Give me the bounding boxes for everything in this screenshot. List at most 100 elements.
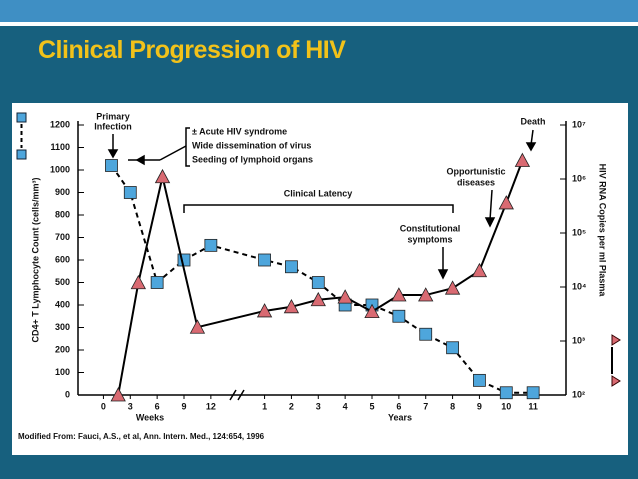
x-axis-label: Years	[388, 412, 412, 422]
triangle-marker	[444, 280, 461, 295]
triangle-marker	[337, 289, 353, 304]
arrows	[107, 127, 537, 280]
annotation: diseases	[457, 177, 495, 187]
x-tick-label: 12	[206, 401, 216, 411]
x-tick-label: 5	[369, 401, 374, 411]
y-tick-label: 800	[55, 209, 70, 219]
triangle-marker	[498, 195, 514, 210]
y2-tick-label: 10⁷	[572, 119, 586, 129]
y-tick-label: 400	[55, 299, 70, 309]
triangle-marker	[110, 387, 126, 402]
x-tick-label: 8	[450, 401, 455, 411]
annotation: symptoms	[407, 234, 452, 244]
y2-tick-label: 10⁶	[572, 173, 586, 183]
y2-tick-label: 10⁵	[572, 227, 586, 237]
annotation: Death	[520, 116, 545, 126]
triangle-marker	[154, 168, 171, 184]
square-marker	[150, 276, 164, 289]
triangle-marker	[256, 303, 273, 318]
triangle-marker	[418, 287, 434, 302]
y-tick-label: 300	[55, 322, 70, 332]
square-marker	[123, 186, 137, 199]
y-axis-label: CD4+ T Lymphocyte Count (cells/mm³)	[30, 178, 40, 343]
triangle-marker	[391, 287, 407, 302]
triangle-marker	[471, 262, 488, 278]
annotation: Primary	[96, 111, 130, 121]
legend-square	[16, 149, 27, 160]
bracket	[183, 204, 454, 213]
square-marker	[526, 386, 540, 400]
source-note: Modified From: Fauci, A.S., et al, Ann. …	[18, 432, 265, 441]
x-tick-label: 9	[477, 401, 482, 411]
arrowhead	[135, 154, 145, 166]
x-tick-label: 3	[316, 401, 321, 411]
triangle-marker	[130, 274, 147, 290]
triangle-marker	[514, 152, 531, 167]
x-tick-label: 11	[528, 401, 538, 411]
y-tick-label: 900	[55, 187, 70, 197]
annotation: Wide dissemination of virus	[192, 140, 311, 150]
arrowhead	[525, 142, 537, 152]
square-marker	[105, 159, 118, 172]
arrow	[159, 145, 187, 161]
annotation: Seeding of lymphoid organs	[192, 154, 313, 164]
y2-tick-label: 10²	[572, 389, 585, 399]
slide-title: Clinical Progression of HIV	[38, 36, 346, 64]
square-marker	[473, 373, 486, 387]
annotation: ± Acute HIV syndrome	[192, 126, 287, 136]
annotation: Opportunistic	[447, 166, 506, 176]
y-tick-label: 600	[55, 254, 70, 264]
top-bar	[0, 0, 638, 26]
square-marker	[499, 386, 513, 400]
x-tick-label: 7	[423, 401, 428, 411]
x-tick-label: 6	[396, 401, 401, 411]
y-tick-label: 1000	[50, 164, 70, 174]
y2-tick-label: 10³	[572, 335, 585, 345]
triangle-marker	[310, 291, 326, 307]
square-marker	[446, 341, 459, 355]
chart: 0100200300400500600700800900100011001200…	[16, 111, 621, 441]
arrowhead	[484, 217, 496, 228]
x-tick-label: 1	[262, 401, 267, 411]
y2-tick-label: 10⁴	[572, 281, 586, 291]
x-tick-label: 10	[501, 401, 511, 411]
x-tick-label: 3	[128, 401, 133, 411]
square-marker	[258, 253, 271, 267]
legend-square	[16, 112, 27, 123]
x-axis-label: Weeks	[136, 412, 164, 422]
x-tick-label: 0	[101, 401, 106, 411]
square-marker	[392, 309, 406, 323]
y-tick-label: 500	[55, 277, 70, 287]
annotation: Clinical Latency	[284, 188, 353, 198]
square-marker	[204, 238, 218, 252]
y2-axis-label: HIV RNA Copies per ml Plasma	[598, 164, 608, 298]
arrowhead	[437, 269, 449, 280]
chart-panel: 0 100 200 300 400 500 600 700 800 900 1000 1100 1200…	[12, 103, 628, 455]
legend-triangle	[611, 375, 621, 387]
series-line	[110, 164, 534, 394]
legend	[16, 112, 621, 387]
annotation: Infection	[94, 121, 132, 131]
square-marker	[419, 327, 433, 341]
x-tick-label: 6	[155, 401, 160, 411]
square-marker	[311, 276, 325, 289]
triangle-marker	[189, 319, 206, 334]
x-tick-label: 9	[181, 401, 186, 411]
y-tick-label: 0	[65, 389, 70, 399]
annotation: Constitutional	[400, 223, 461, 233]
triangle-marker	[364, 303, 380, 319]
x-tick-label: 4	[343, 401, 348, 411]
y-tick-label: 1200	[50, 119, 70, 129]
legend-triangle	[611, 334, 621, 346]
x-tick-label: 2	[289, 401, 294, 411]
y-tick-label: 1100	[50, 142, 70, 152]
y-tick-label: 700	[55, 232, 70, 242]
arrowhead	[107, 149, 119, 159]
triangle-marker	[283, 298, 300, 314]
y-tick-label: 200	[55, 344, 70, 354]
arrow	[489, 189, 493, 221]
y-tick-label: 100	[55, 367, 70, 377]
square-marker	[285, 260, 298, 274]
square-marker	[177, 253, 191, 267]
